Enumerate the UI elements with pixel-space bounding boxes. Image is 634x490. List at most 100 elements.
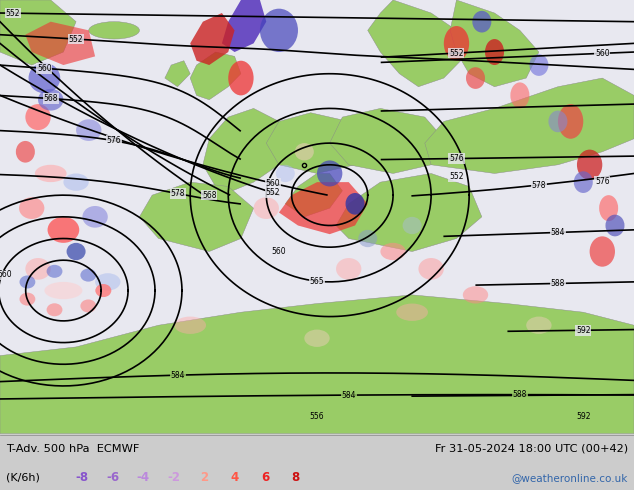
Text: 576: 576 bbox=[449, 154, 464, 163]
Ellipse shape bbox=[548, 111, 567, 132]
Ellipse shape bbox=[605, 215, 624, 236]
Polygon shape bbox=[190, 52, 241, 100]
Ellipse shape bbox=[254, 197, 279, 219]
Ellipse shape bbox=[396, 303, 428, 321]
Text: 552: 552 bbox=[6, 9, 20, 18]
Text: 556: 556 bbox=[309, 412, 325, 421]
Polygon shape bbox=[450, 0, 539, 87]
Text: -2: -2 bbox=[167, 471, 180, 484]
Text: 8: 8 bbox=[291, 471, 300, 484]
Ellipse shape bbox=[35, 165, 67, 182]
Ellipse shape bbox=[358, 230, 377, 247]
Text: 568: 568 bbox=[202, 191, 216, 199]
Polygon shape bbox=[279, 182, 368, 234]
Text: @weatheronline.co.uk: @weatheronline.co.uk bbox=[511, 472, 628, 483]
Text: 560: 560 bbox=[595, 49, 610, 58]
Polygon shape bbox=[222, 0, 266, 52]
Ellipse shape bbox=[46, 265, 62, 278]
Text: 576: 576 bbox=[595, 176, 610, 186]
Ellipse shape bbox=[526, 317, 552, 334]
Ellipse shape bbox=[444, 26, 469, 61]
Text: 4: 4 bbox=[230, 471, 239, 484]
Ellipse shape bbox=[20, 275, 36, 289]
Polygon shape bbox=[266, 113, 368, 173]
Text: 2: 2 bbox=[200, 471, 208, 484]
Ellipse shape bbox=[96, 284, 112, 297]
Ellipse shape bbox=[82, 206, 108, 228]
Ellipse shape bbox=[76, 119, 101, 141]
Polygon shape bbox=[139, 182, 254, 251]
Text: 588: 588 bbox=[551, 279, 565, 288]
Polygon shape bbox=[0, 295, 634, 434]
Text: 584: 584 bbox=[171, 370, 184, 380]
Ellipse shape bbox=[574, 172, 593, 193]
Text: 592: 592 bbox=[576, 412, 590, 421]
Ellipse shape bbox=[295, 143, 314, 160]
Ellipse shape bbox=[403, 217, 422, 234]
Ellipse shape bbox=[96, 284, 112, 297]
Ellipse shape bbox=[485, 39, 504, 65]
Text: T-Adv. 500 hPa  ECMWF: T-Adv. 500 hPa ECMWF bbox=[6, 444, 139, 454]
Ellipse shape bbox=[418, 258, 444, 280]
Text: 592: 592 bbox=[576, 326, 590, 335]
Ellipse shape bbox=[38, 89, 63, 111]
Text: 578: 578 bbox=[171, 189, 184, 198]
Polygon shape bbox=[190, 13, 235, 65]
Text: 568: 568 bbox=[44, 94, 58, 103]
Ellipse shape bbox=[380, 243, 406, 260]
Text: 552: 552 bbox=[69, 35, 83, 44]
Ellipse shape bbox=[590, 236, 615, 267]
Ellipse shape bbox=[48, 217, 79, 243]
Ellipse shape bbox=[276, 165, 295, 182]
Ellipse shape bbox=[558, 104, 583, 139]
Polygon shape bbox=[203, 108, 292, 195]
Text: 578: 578 bbox=[532, 180, 546, 190]
Polygon shape bbox=[285, 173, 342, 217]
Text: 588: 588 bbox=[513, 390, 527, 399]
Ellipse shape bbox=[174, 317, 206, 334]
Ellipse shape bbox=[81, 269, 96, 282]
Ellipse shape bbox=[577, 149, 602, 180]
Ellipse shape bbox=[336, 258, 361, 280]
Polygon shape bbox=[336, 173, 482, 251]
Polygon shape bbox=[165, 61, 190, 87]
Text: 560: 560 bbox=[37, 64, 52, 73]
Ellipse shape bbox=[260, 9, 298, 52]
Text: 576: 576 bbox=[107, 136, 122, 145]
Ellipse shape bbox=[95, 273, 120, 291]
Text: -8: -8 bbox=[76, 471, 89, 484]
Ellipse shape bbox=[29, 63, 60, 93]
Ellipse shape bbox=[20, 293, 36, 306]
Ellipse shape bbox=[346, 193, 365, 215]
Ellipse shape bbox=[67, 243, 86, 260]
Ellipse shape bbox=[510, 82, 529, 108]
Polygon shape bbox=[368, 0, 469, 87]
Text: 552: 552 bbox=[450, 49, 463, 58]
Ellipse shape bbox=[44, 282, 82, 299]
Text: Fr 31-05-2024 18:00 UTC (00+42): Fr 31-05-2024 18:00 UTC (00+42) bbox=[434, 444, 628, 454]
Polygon shape bbox=[330, 108, 444, 173]
Polygon shape bbox=[25, 22, 95, 65]
Polygon shape bbox=[425, 78, 634, 173]
Ellipse shape bbox=[317, 160, 342, 187]
Text: 584: 584 bbox=[551, 228, 565, 237]
Text: 6: 6 bbox=[261, 471, 269, 484]
Text: 560: 560 bbox=[271, 247, 287, 256]
Ellipse shape bbox=[16, 141, 35, 163]
Ellipse shape bbox=[472, 11, 491, 32]
Ellipse shape bbox=[228, 61, 254, 96]
Ellipse shape bbox=[466, 67, 485, 89]
Ellipse shape bbox=[529, 54, 548, 76]
Text: (K/6h): (K/6h) bbox=[6, 472, 40, 483]
Ellipse shape bbox=[25, 104, 51, 130]
Text: -4: -4 bbox=[137, 471, 150, 484]
Ellipse shape bbox=[599, 195, 618, 221]
Text: 584: 584 bbox=[342, 391, 356, 399]
Text: 565: 565 bbox=[309, 277, 325, 286]
Text: 552: 552 bbox=[266, 188, 280, 197]
Ellipse shape bbox=[25, 258, 51, 280]
Text: 560: 560 bbox=[265, 179, 280, 188]
Ellipse shape bbox=[19, 197, 44, 219]
Ellipse shape bbox=[81, 299, 96, 313]
Text: -6: -6 bbox=[107, 471, 119, 484]
